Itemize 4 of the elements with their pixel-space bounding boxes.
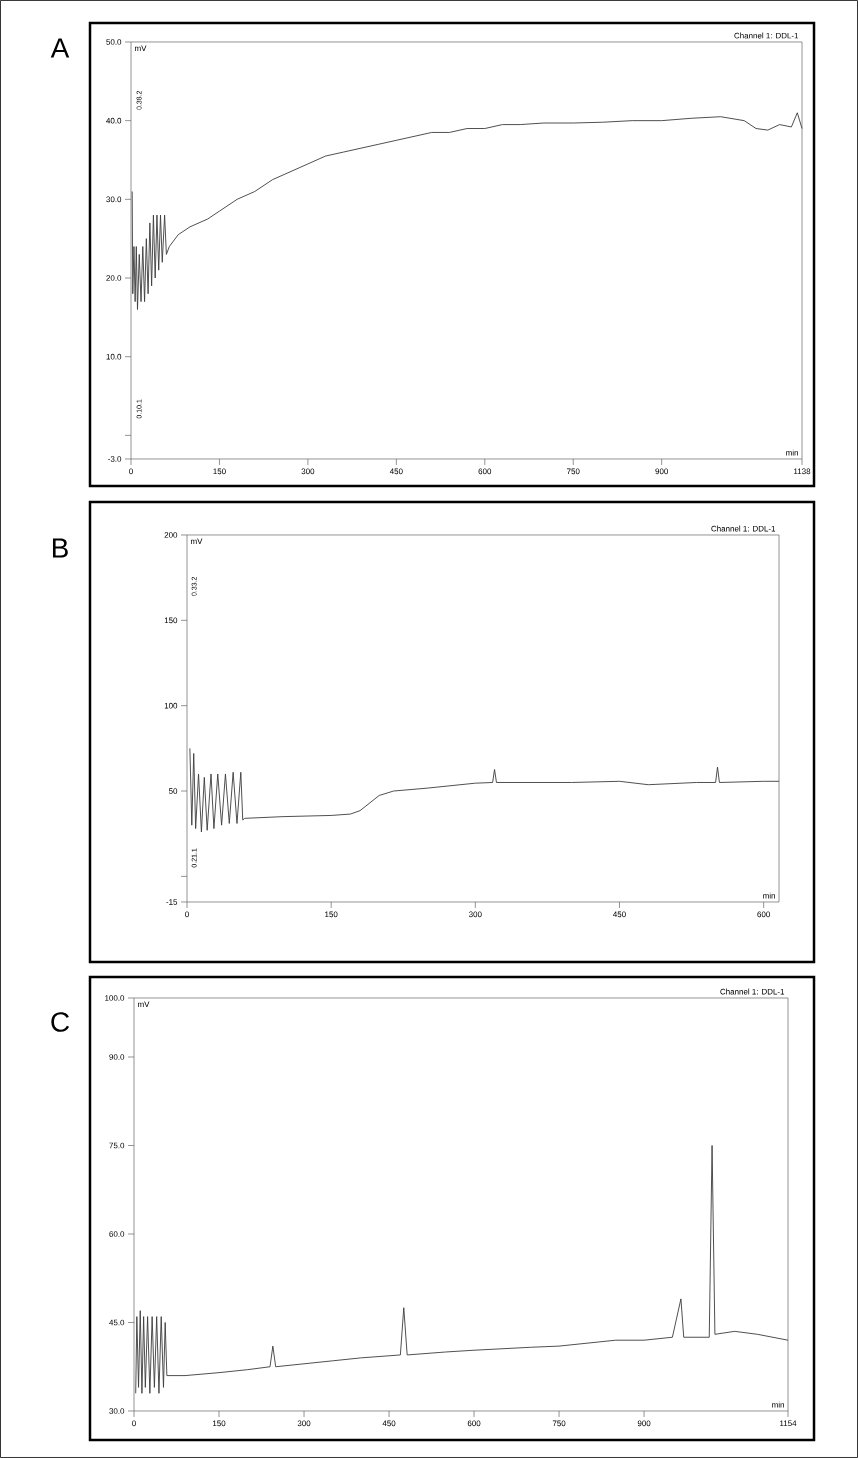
line-series (189, 747, 780, 833)
text: B (52, 538, 68, 558)
text: A (50, 38, 70, 58)
text: C (51, 1012, 70, 1032)
